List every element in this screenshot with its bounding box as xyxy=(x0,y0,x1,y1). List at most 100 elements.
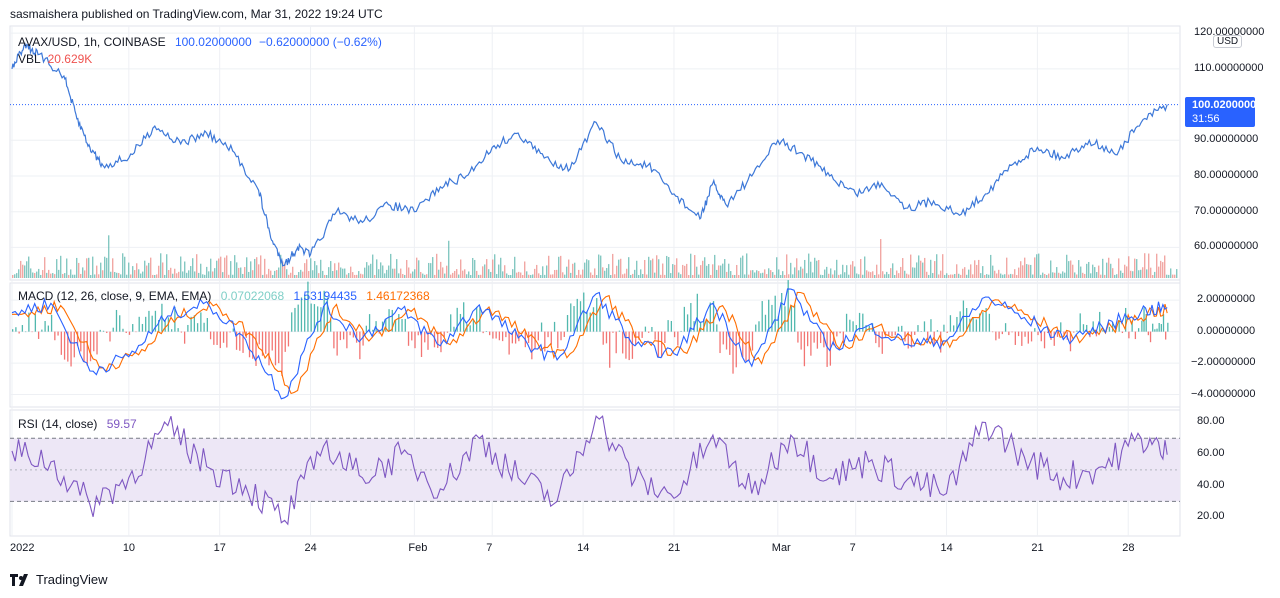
volume-bar xyxy=(1070,260,1072,278)
volume-bar xyxy=(332,271,334,278)
macd-hist-bar xyxy=(73,331,75,358)
volume-bar xyxy=(998,269,1000,278)
volume-bar xyxy=(154,274,156,278)
macd-hist-bar xyxy=(414,331,416,349)
volume-bar xyxy=(564,274,566,278)
volume-bar xyxy=(696,266,698,278)
macd-hist-bar xyxy=(209,331,212,340)
volume-bar xyxy=(380,262,382,278)
macd-hist-bar xyxy=(810,331,812,356)
volume-label: VBL xyxy=(18,52,41,66)
time-tick-label: 21 xyxy=(1031,542,1044,554)
macd-hist-bar xyxy=(1156,328,1158,332)
volume-bar xyxy=(854,266,856,278)
volume-bar xyxy=(66,258,68,278)
volume-bar xyxy=(390,253,392,278)
time-tick-label: 21 xyxy=(667,542,681,554)
macd-hist-bar xyxy=(923,321,926,332)
volume-bar xyxy=(1094,267,1096,278)
macd-hist-bar xyxy=(1128,331,1130,339)
macd-hist-bar xyxy=(34,314,37,332)
volume-bar xyxy=(982,266,984,278)
currency-button[interactable]: USD xyxy=(1213,35,1243,48)
rsi-legend[interactable]: RSI (14, close) 59.57 xyxy=(18,417,137,431)
volume-bar xyxy=(994,270,996,278)
time-tick-label: 7 xyxy=(849,542,856,554)
macd-hist-bar xyxy=(313,304,316,332)
volume-bar xyxy=(788,274,790,278)
volume-bar xyxy=(780,274,782,278)
volume-bar xyxy=(382,265,384,278)
volume-bar xyxy=(686,263,688,278)
volume-bar xyxy=(590,272,592,278)
tradingview-brand[interactable]: TradingView xyxy=(10,572,108,587)
macd-hist-bar xyxy=(878,331,880,348)
volume-bar xyxy=(506,273,508,278)
macd-hist-bar xyxy=(271,331,273,351)
volume-bar xyxy=(560,255,562,278)
volume-bar xyxy=(336,270,338,278)
volume-bar xyxy=(14,274,16,278)
volume-bar xyxy=(200,263,202,278)
volume-bar xyxy=(1010,273,1012,278)
macd-hist-bar xyxy=(349,331,351,336)
volume-bar xyxy=(820,274,822,278)
macd-hist-bar xyxy=(852,321,854,332)
volume-bar xyxy=(834,270,836,278)
volume-bar xyxy=(546,265,548,278)
volume-bar xyxy=(36,271,38,278)
macd-legend[interactable]: MACD (12, 26, close, 9, EMA, EMA) 0.0702… xyxy=(18,289,430,303)
volume-bar xyxy=(46,272,48,278)
volume-legend[interactable]: VBL 20.629K xyxy=(18,52,92,66)
macd-hist-bar xyxy=(456,307,458,332)
volume-bar xyxy=(28,256,30,278)
macd-hist-bar xyxy=(729,331,731,355)
macd-hist-bar xyxy=(862,313,864,332)
volume-bar xyxy=(152,274,154,278)
volume-bar xyxy=(540,274,542,278)
macd-hist-bar xyxy=(355,331,358,343)
macd-hist-bar xyxy=(1141,320,1143,332)
volume-bar xyxy=(110,271,112,278)
volume-bar xyxy=(960,274,962,278)
volume-bar xyxy=(498,264,500,278)
macd-hist-bar xyxy=(592,307,595,332)
volume-bar xyxy=(318,273,320,278)
macd-hist-bar xyxy=(44,321,46,332)
volume-bar xyxy=(822,274,824,278)
volume-bar xyxy=(72,274,74,278)
volume-bar xyxy=(552,274,554,278)
main-legend[interactable]: AVAX/USD, 1h, COINBASE 100.02000000 −0.6… xyxy=(18,35,382,49)
macd-hist-bar xyxy=(982,312,984,332)
volume-bar xyxy=(838,274,840,278)
volume-bar xyxy=(940,270,942,278)
macd-hist-bar xyxy=(657,331,660,358)
volume-bar xyxy=(480,274,482,278)
macd-hist-bar xyxy=(709,302,711,332)
volume-bar xyxy=(64,273,66,278)
macd-hist-bar xyxy=(171,329,173,332)
macd-tick-label: −2.00000000 xyxy=(1191,356,1256,369)
macd-hist-bar xyxy=(927,331,929,339)
volume-bar xyxy=(584,262,586,278)
volume-bar xyxy=(1028,264,1030,278)
volume-bar xyxy=(38,268,40,278)
volume-bar xyxy=(282,261,284,278)
volume-bar xyxy=(736,264,738,278)
macd-hist-bar xyxy=(1073,331,1075,333)
volume-bar xyxy=(212,271,214,278)
macd-hist-bar xyxy=(514,331,517,344)
macd-hist-bar xyxy=(304,294,306,332)
volume-bar xyxy=(324,274,326,278)
volume-bar xyxy=(490,271,492,278)
volume-bar xyxy=(414,269,416,278)
macd-hist-bar xyxy=(1086,324,1088,332)
macd-hist-bar xyxy=(1154,329,1156,332)
volume-bar xyxy=(592,274,594,278)
volume-bar xyxy=(26,261,28,278)
volume-bar xyxy=(634,269,636,278)
macd-hist-bar xyxy=(151,315,153,332)
volume-bar xyxy=(848,274,850,278)
volume-bar xyxy=(1054,272,1056,278)
